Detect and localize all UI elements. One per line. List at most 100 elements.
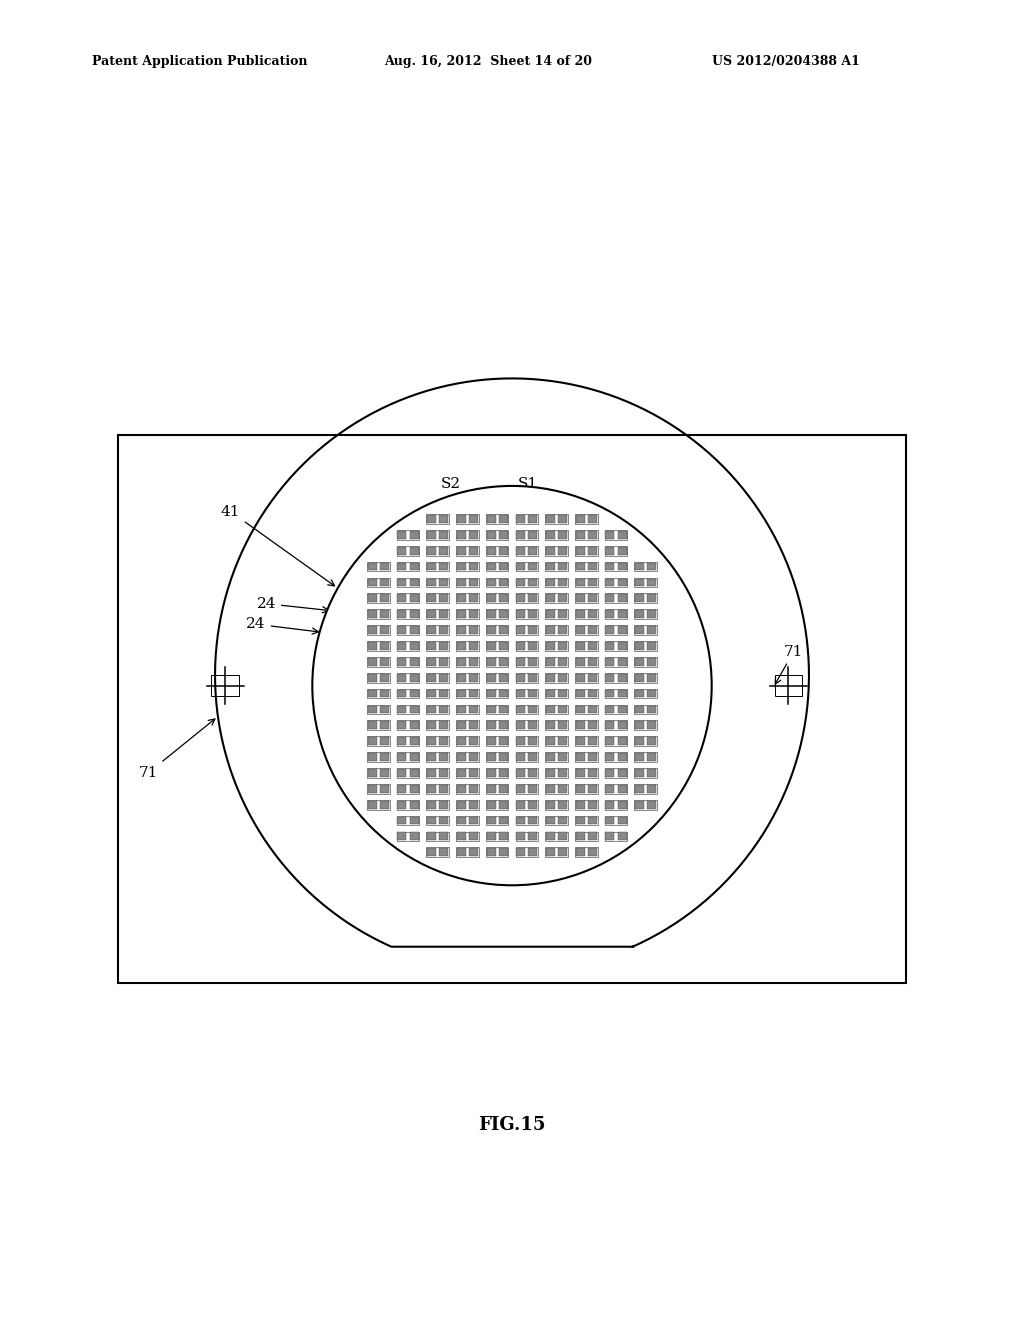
Bar [439,626,449,634]
Bar [469,849,478,857]
Bar [647,657,656,665]
Bar [516,562,525,570]
Bar [397,784,420,793]
Bar [368,673,390,682]
Bar [427,626,450,635]
Bar [617,738,627,744]
Bar [368,754,377,760]
Bar [604,578,627,587]
Bar [457,642,479,651]
Bar [635,689,657,698]
Bar [575,754,585,760]
Bar [397,768,420,777]
Bar [457,546,466,554]
Bar [635,705,657,714]
Bar [457,626,479,635]
Bar [635,626,644,634]
Bar [635,610,657,619]
Bar [486,722,496,729]
Bar [469,515,478,523]
Bar [457,754,466,760]
Bar [516,610,525,618]
Bar [457,833,466,841]
Bar [545,768,567,777]
Bar [457,673,466,681]
Bar [397,642,407,649]
Bar [427,689,450,698]
Bar [617,546,627,554]
Bar [457,752,479,762]
Bar [545,784,567,793]
Bar [546,610,555,618]
Bar [427,849,436,857]
Bar [546,673,555,681]
Bar [427,768,450,777]
Bar [546,642,555,649]
Bar [380,657,389,665]
Bar [575,689,598,698]
Bar [528,689,538,697]
Bar [575,513,598,524]
Bar [397,562,420,572]
Bar [427,546,450,556]
Bar [604,610,627,619]
Bar [516,546,539,556]
Bar [516,833,525,841]
Bar [575,722,585,729]
Bar [380,705,389,713]
Bar [635,673,644,681]
Bar [457,721,479,730]
Bar [575,657,585,665]
Bar [427,832,450,841]
Bar [397,578,420,587]
Bar [775,676,803,696]
Bar [558,673,567,681]
Bar [427,737,450,746]
Bar [545,721,567,730]
Bar [588,705,597,713]
Bar [486,785,496,792]
Bar [647,578,656,586]
Bar [558,785,567,792]
Bar [605,801,614,809]
Bar [410,801,419,809]
Bar [427,642,450,651]
Bar [439,801,449,809]
Bar [410,626,419,634]
Bar [499,754,508,760]
Bar [486,642,496,649]
Bar [427,785,436,792]
Bar [516,849,525,857]
Bar [528,705,538,713]
Bar [410,705,419,713]
Bar [486,832,509,841]
Bar [439,562,449,570]
Text: US 2012/0204388 A1: US 2012/0204388 A1 [712,55,859,69]
Bar [604,737,627,746]
Bar [397,705,420,714]
Bar [516,721,539,730]
Bar [617,578,627,586]
Bar [486,531,496,539]
Bar [427,770,436,776]
Bar [635,721,657,730]
Bar [635,752,657,762]
Bar [528,610,538,618]
Bar [118,434,906,982]
Bar [212,676,240,696]
Bar [528,546,538,554]
Bar [368,642,390,651]
Bar [469,770,478,776]
Bar [368,752,390,762]
Bar [410,754,419,760]
Bar [528,594,538,602]
Circle shape [312,486,712,886]
Bar [588,817,597,825]
Bar [469,578,478,586]
Bar [604,546,627,556]
Bar [575,642,598,651]
Bar [457,705,466,713]
Bar [617,673,627,681]
Bar [439,785,449,792]
Bar [605,817,614,825]
